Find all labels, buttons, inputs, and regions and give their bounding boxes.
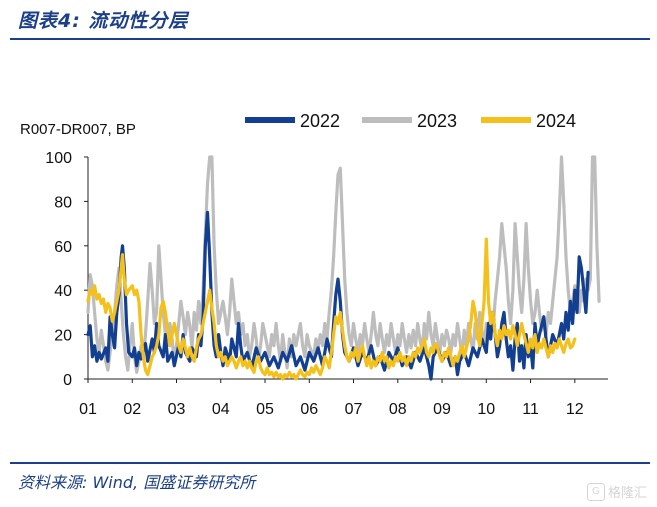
top-divider xyxy=(10,38,650,40)
y-tick-label: 100 xyxy=(45,150,72,167)
x-tick-label: 02 xyxy=(123,401,141,418)
x-tick-label: 03 xyxy=(168,401,186,418)
series-line-2024 xyxy=(86,237,577,381)
x-tick-label: 08 xyxy=(389,401,407,418)
y-axis-label: R007-DR007, BP xyxy=(20,121,136,138)
x-tick-label: 06 xyxy=(300,401,318,418)
x-tick-label: 07 xyxy=(345,401,363,418)
x-tick-label: 10 xyxy=(477,401,495,418)
watermark-logo-icon: G xyxy=(586,482,605,501)
chart-axes xyxy=(87,157,608,380)
x-tick-label: 11 xyxy=(522,401,539,418)
y-tick-label: 20 xyxy=(54,328,72,345)
y-tick-label: 60 xyxy=(54,239,72,256)
chart-series xyxy=(86,155,601,381)
bottom-divider xyxy=(10,462,650,464)
y-tick-label: 80 xyxy=(54,194,72,211)
chart-legend: 2022 2023 2024 xyxy=(245,111,576,131)
series-line-2023 xyxy=(86,155,601,374)
figure-title: 图表4: 流动性分层 xyxy=(18,9,189,32)
figure-header: 图表4: 流动性分层 xyxy=(18,6,188,32)
x-axis-ticks: 01 02 03 04 05 06 07 08 09 10 11 12 xyxy=(79,379,584,418)
watermark-text: 格隆汇 xyxy=(607,486,647,501)
legend-label-2022: 2022 xyxy=(300,111,340,131)
legend-label-2024: 2024 xyxy=(536,111,576,131)
source-note: 资料来源: Wind, 国盛证券研究所 xyxy=(18,473,256,492)
x-tick-label: 05 xyxy=(256,401,274,418)
x-tick-label: 09 xyxy=(433,401,451,418)
y-tick-label: 40 xyxy=(54,283,72,300)
x-tick-label: 01 xyxy=(79,401,97,418)
watermark: G 格隆汇 xyxy=(586,482,647,501)
x-tick-label: 04 xyxy=(212,401,230,418)
x-tick-label: 12 xyxy=(566,401,584,418)
legend-label-2023: 2023 xyxy=(417,111,457,131)
y-tick-label: 0 xyxy=(63,372,72,389)
y-axis-ticks: 0 20 40 60 80 100 xyxy=(45,150,88,389)
liquidity-line-chart: 2022 2023 2024 R007-DR007, BP 020406080100… xyxy=(20,111,608,418)
